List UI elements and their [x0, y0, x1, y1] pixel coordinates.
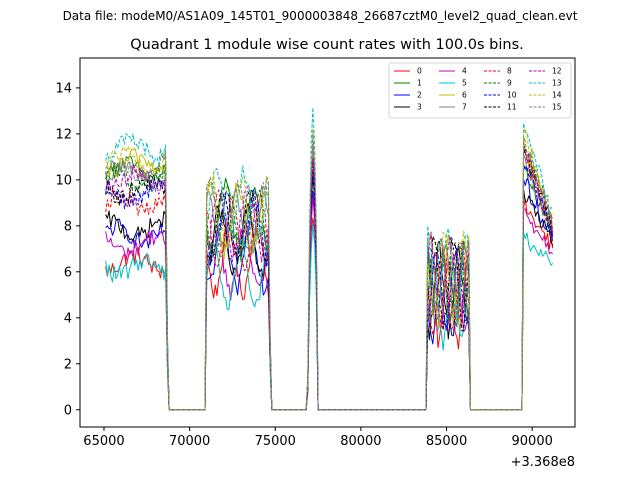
y-tick-label: 8: [64, 219, 72, 234]
series-line-3: [105, 175, 554, 411]
series-line-15: [105, 133, 554, 411]
y-tick-label: 6: [64, 265, 72, 280]
plot-area: [105, 107, 554, 411]
legend-label: 14: [552, 91, 562, 100]
legend-label: 7: [462, 103, 467, 112]
legend-label: 12: [552, 67, 562, 76]
legend-label: 15: [552, 103, 562, 112]
x-tick-label: 90000: [512, 434, 553, 449]
series-line-1: [105, 149, 554, 411]
y-tick-label: 12: [55, 127, 72, 142]
legend-label: 11: [507, 103, 517, 112]
x-tick-label: 80000: [340, 434, 381, 449]
legend-label: 8: [507, 67, 512, 76]
legend-box: [388, 62, 572, 119]
y-tick-label: 0: [64, 403, 72, 418]
legend-label: 13: [552, 79, 562, 88]
x-tick-label: 85000: [426, 434, 467, 449]
legend-label: 9: [507, 79, 512, 88]
series-line-13: [105, 107, 554, 411]
x-offset-text: +3.368e8: [511, 455, 575, 470]
figure-suptitle: Data file: modeM0/AS1A09_145T01_90000038…: [63, 9, 578, 23]
legend-label: 1: [417, 79, 422, 88]
y-tick-label: 2: [64, 357, 72, 372]
axes-frame: [79, 57, 576, 428]
series-line-2: [105, 178, 554, 411]
series-line-14: [105, 128, 553, 411]
y-tick-label: 10: [55, 173, 72, 188]
legend-label: 0: [417, 67, 422, 76]
series-line-6: [105, 137, 554, 411]
legend-label: 4: [462, 67, 467, 76]
series-line-12: [105, 149, 554, 411]
x-tick-label: 70000: [169, 434, 210, 449]
y-tick-label: 4: [64, 311, 72, 326]
x-tick-label: 65000: [83, 434, 124, 449]
series-line-11: [105, 148, 554, 411]
series-line-4: [105, 196, 554, 411]
legend-label: 10: [507, 91, 517, 100]
series-line-8: [105, 143, 554, 411]
y-tick-label: 14: [55, 81, 72, 96]
series-line-9: [105, 146, 554, 411]
chart-title: Quadrant 1 module wise count rates with …: [130, 37, 524, 53]
legend-label: 6: [462, 91, 467, 100]
legend-label: 5: [462, 79, 467, 88]
axes: 65000 70000 75000 80000 85000 900000246810121…: [55, 57, 576, 449]
series-line-7: [105, 143, 554, 411]
x-tick-label: 75000: [255, 434, 296, 449]
series-line-0: [105, 198, 554, 411]
legend-label: 3: [417, 103, 422, 112]
series-line-5: [105, 222, 554, 411]
series-line-10: [105, 163, 554, 411]
legend-label: 2: [417, 91, 422, 100]
